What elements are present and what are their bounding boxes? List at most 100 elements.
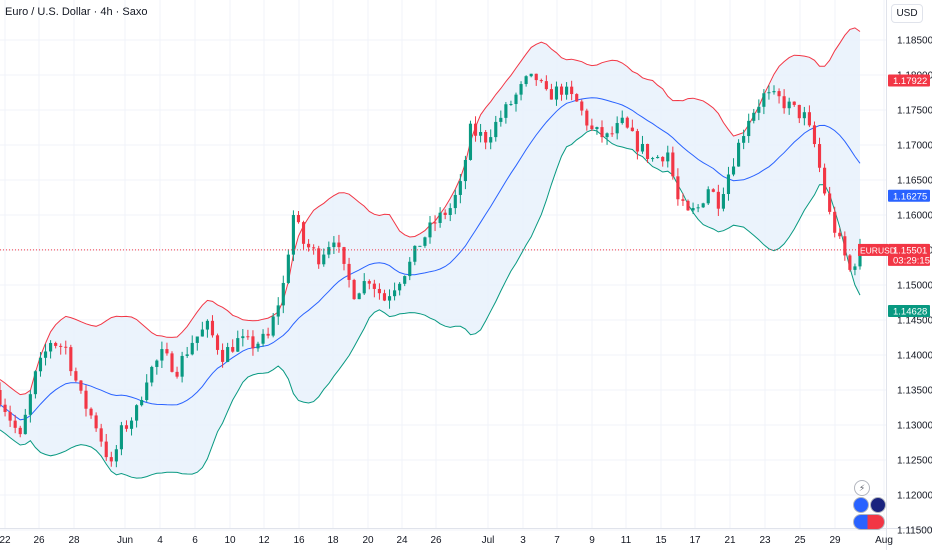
candle-body [332,242,336,248]
candle [731,158,736,177]
candle-body [489,137,493,143]
candle-body [423,237,427,246]
candle-body [23,414,27,435]
candle-body [38,357,43,372]
candle [807,105,811,128]
candle [256,341,260,352]
candle-body [848,255,852,270]
candle-body [84,390,88,409]
time-tick-label: 15 [655,535,667,546]
candle-body [737,142,741,167]
candle [337,234,341,253]
candle-body [69,347,73,372]
candle-body [484,132,488,143]
candle [640,135,645,154]
candle-body [79,380,83,391]
candle-body [519,84,523,95]
candle [433,215,437,232]
candle-body [241,336,245,339]
candle [327,241,331,259]
candle [762,89,766,115]
candle-body [119,425,123,450]
candle-body [590,125,594,130]
candle-body [129,420,134,429]
candle-body [473,123,478,136]
lightning-icon[interactable]: ⚡ [854,480,870,496]
us-flag-icon[interactable] [870,497,886,513]
candle [691,202,695,214]
basis-price-label-bg [888,189,930,202]
candle [767,85,771,100]
candle [645,143,650,163]
candle-body [54,342,58,346]
candle-body [701,203,705,208]
candle [559,83,564,101]
candle-body [114,449,118,462]
candle [757,99,761,121]
candle-body [155,360,159,367]
candle [747,113,751,143]
price-axis[interactable]: 1.185001.180001.175001.170001.165001.160… [858,36,932,537]
candle [848,254,852,272]
candle-body [671,152,675,177]
candle-body [585,110,589,126]
candle-body [656,156,660,159]
candle [823,163,827,196]
candle [276,297,280,325]
bollinger-band-fill [0,27,860,479]
candle [200,321,204,337]
candle [54,341,58,349]
candle [428,215,432,244]
candle [129,417,134,436]
time-tick-label: 9 [589,535,595,546]
candle-body [231,347,235,352]
candle [600,120,604,143]
candle [362,273,366,295]
candle [519,81,523,101]
eur-usd-flag-icon[interactable] [853,514,885,530]
candle-body [494,121,498,138]
candle [99,423,103,447]
candle-body [382,293,387,301]
candle-body [509,104,513,106]
candle [69,344,73,376]
candle [458,173,462,204]
candle [453,189,457,215]
candle-body [757,106,761,113]
candle [393,282,397,301]
currency-button[interactable]: USD [891,4,923,23]
price-tick-label: 1.12500 [897,456,932,467]
candle-body [772,91,776,93]
candle-body [792,101,796,105]
candle-body [271,316,275,336]
candle-body [337,242,341,248]
time-tick-label: Aug [875,535,893,546]
candle [408,257,412,281]
chart-title: Euro / U.S. Dollar · 4h · Saxo [5,6,148,18]
candle-body [357,293,361,300]
candle-body [731,166,736,175]
candle-body [504,104,508,118]
euro-flag-icon[interactable] [853,497,869,513]
candle [18,425,22,438]
candle-body [418,245,422,247]
candle [468,120,473,161]
candle [403,275,407,287]
time-tick-label: 26 [430,535,442,546]
candle [423,236,427,248]
time-tick-label: 17 [689,535,701,546]
candle [301,220,306,250]
time-tick-label: 18 [327,535,339,546]
candle-body [124,425,129,429]
candle-body [49,342,53,352]
candle-body [307,243,311,248]
time-tick-label: 12 [258,535,270,546]
candle [185,346,189,358]
candle-body [635,131,639,152]
candle [509,100,513,106]
time-axis[interactable]: 22 26 28 Jun 4 6 10 12 16 18 20 24 26 Jul 3 7 9 11 15 17 21 2… [0,535,893,546]
candle [372,279,376,298]
candle [377,283,381,300]
candle-body [281,282,285,306]
